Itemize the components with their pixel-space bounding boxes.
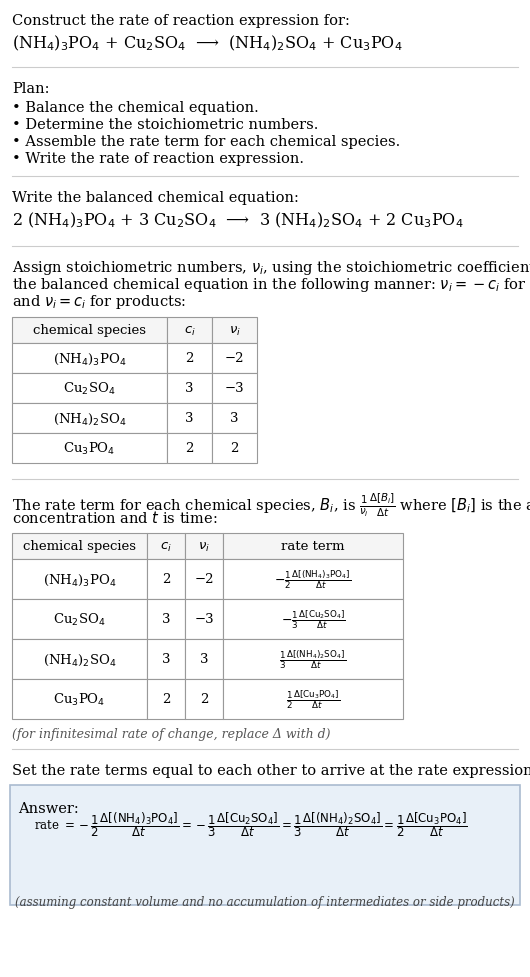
Bar <box>223 639 403 679</box>
Text: Answer:: Answer: <box>18 801 79 815</box>
Text: $\frac{1}{3}\frac{\Delta[(\mathrm{NH_4})_2\mathrm{SO_4}]}{\Delta t}$: $\frac{1}{3}\frac{\Delta[(\mathrm{NH_4})… <box>279 648 347 670</box>
Bar <box>12 639 147 679</box>
Bar <box>212 404 257 434</box>
Bar <box>185 599 223 639</box>
Text: 3: 3 <box>200 653 208 665</box>
Bar <box>212 344 257 373</box>
Text: 3: 3 <box>186 412 194 425</box>
Text: Plan:: Plan: <box>12 82 49 96</box>
Text: concentration and $t$ is time:: concentration and $t$ is time: <box>12 509 217 526</box>
Text: (NH$_4$)$_3$PO$_4$: (NH$_4$)$_3$PO$_4$ <box>43 572 116 587</box>
Text: • Write the rate of reaction expression.: • Write the rate of reaction expression. <box>12 151 304 166</box>
Text: 3: 3 <box>230 412 239 425</box>
Bar <box>12 560 147 599</box>
Bar <box>12 344 167 373</box>
Text: $-\frac{1}{2}\frac{\Delta[(\mathrm{NH_4})_3\mathrm{PO_4}]}{\Delta t}$: $-\frac{1}{2}\frac{\Delta[(\mathrm{NH_4}… <box>275 568 351 591</box>
Text: Cu$_2$SO$_4$: Cu$_2$SO$_4$ <box>54 612 105 627</box>
Text: 2 (NH$_4$)$_3$PO$_4$ + 3 Cu$_2$SO$_4$  ⟶  3 (NH$_4$)$_2$SO$_4$ + 2 Cu$_3$PO$_4$: 2 (NH$_4$)$_3$PO$_4$ + 3 Cu$_2$SO$_4$ ⟶ … <box>12 211 464 231</box>
Text: (NH$_4$)$_2$SO$_4$: (NH$_4$)$_2$SO$_4$ <box>52 411 126 426</box>
Bar <box>223 560 403 599</box>
Text: the balanced chemical equation in the following manner: $\nu_i = -c_i$ for react: the balanced chemical equation in the fo… <box>12 276 530 294</box>
Text: 3: 3 <box>162 653 170 665</box>
Bar <box>147 533 185 560</box>
Text: $c_i$: $c_i$ <box>160 540 172 553</box>
Bar <box>167 318 212 344</box>
Text: 2: 2 <box>186 352 193 365</box>
Bar <box>167 373 212 404</box>
Text: and $\nu_i = c_i$ for products:: and $\nu_i = c_i$ for products: <box>12 293 187 311</box>
Bar <box>147 679 185 719</box>
Text: Cu$_2$SO$_4$: Cu$_2$SO$_4$ <box>63 381 116 397</box>
Text: (for infinitesimal rate of change, replace Δ with d): (for infinitesimal rate of change, repla… <box>12 727 331 741</box>
Text: 2: 2 <box>162 693 170 705</box>
Bar <box>223 599 403 639</box>
Text: −2: −2 <box>225 352 244 365</box>
Text: 2: 2 <box>186 442 193 455</box>
Bar <box>12 679 147 719</box>
Text: $\nu_i$: $\nu_i$ <box>228 324 241 337</box>
Text: (assuming constant volume and no accumulation of intermediates or side products): (assuming constant volume and no accumul… <box>15 895 515 908</box>
Bar <box>185 560 223 599</box>
Text: chemical species: chemical species <box>23 540 136 553</box>
Bar <box>12 533 147 560</box>
Text: −3: −3 <box>194 613 214 626</box>
Bar <box>167 404 212 434</box>
Bar <box>12 599 147 639</box>
Text: (NH$_4$)$_2$SO$_4$: (NH$_4$)$_2$SO$_4$ <box>43 652 116 667</box>
Text: • Balance the chemical equation.: • Balance the chemical equation. <box>12 101 259 115</box>
Bar <box>212 434 257 463</box>
Text: (NH$_4$)$_3$PO$_4$: (NH$_4$)$_3$PO$_4$ <box>53 351 126 366</box>
Text: $c_i$: $c_i$ <box>183 324 196 337</box>
Bar <box>185 533 223 560</box>
Bar <box>12 404 167 434</box>
Bar <box>223 679 403 719</box>
Bar <box>185 679 223 719</box>
Text: rate term: rate term <box>281 540 344 553</box>
Text: chemical species: chemical species <box>33 324 146 337</box>
Bar <box>147 639 185 679</box>
Text: Construct the rate of reaction expression for:: Construct the rate of reaction expressio… <box>12 14 350 28</box>
Text: The rate term for each chemical species, $B_i$, is $\frac{1}{\nu_i}\frac{\Delta[: The rate term for each chemical species,… <box>12 491 530 519</box>
Text: Cu$_3$PO$_4$: Cu$_3$PO$_4$ <box>64 441 116 456</box>
Text: $-\frac{1}{3}\frac{\Delta[\mathrm{Cu_2SO_4}]}{\Delta t}$: $-\frac{1}{3}\frac{\Delta[\mathrm{Cu_2SO… <box>280 608 346 631</box>
Bar <box>12 434 167 463</box>
Bar <box>167 434 212 463</box>
Bar <box>12 318 167 344</box>
Text: Set the rate terms equal to each other to arrive at the rate expression:: Set the rate terms equal to each other t… <box>12 763 530 778</box>
Text: Cu$_3$PO$_4$: Cu$_3$PO$_4$ <box>54 692 105 707</box>
Text: −2: −2 <box>195 573 214 586</box>
Text: Assign stoichiometric numbers, $\nu_i$, using the stoichiometric coefficients, $: Assign stoichiometric numbers, $\nu_i$, … <box>12 259 530 276</box>
Text: −3: −3 <box>225 382 244 395</box>
Text: 3: 3 <box>162 613 170 626</box>
Bar <box>147 599 185 639</box>
Bar <box>167 344 212 373</box>
Text: 3: 3 <box>186 382 194 395</box>
Bar <box>185 639 223 679</box>
Bar <box>12 373 167 404</box>
Bar <box>212 318 257 344</box>
Bar <box>147 560 185 599</box>
Text: (NH$_4$)$_3$PO$_4$ + Cu$_2$SO$_4$  ⟶  (NH$_4$)$_2$SO$_4$ + Cu$_3$PO$_4$: (NH$_4$)$_3$PO$_4$ + Cu$_2$SO$_4$ ⟶ (NH$… <box>12 34 403 54</box>
Text: Write the balanced chemical equation:: Write the balanced chemical equation: <box>12 191 299 205</box>
Text: 2: 2 <box>162 573 170 586</box>
Text: • Determine the stoichiometric numbers.: • Determine the stoichiometric numbers. <box>12 118 319 132</box>
Bar <box>212 373 257 404</box>
Text: 2: 2 <box>200 693 208 705</box>
Text: • Assemble the rate term for each chemical species.: • Assemble the rate term for each chemic… <box>12 135 400 149</box>
Text: $\frac{1}{2}\frac{\Delta[\mathrm{Cu_3PO_4}]}{\Delta t}$: $\frac{1}{2}\frac{\Delta[\mathrm{Cu_3PO_… <box>286 688 340 710</box>
Bar <box>223 533 403 560</box>
Text: $\nu_i$: $\nu_i$ <box>198 540 210 553</box>
Text: 2: 2 <box>231 442 239 455</box>
Text: rate $= -\dfrac{1}{2}\dfrac{\Delta[(\mathrm{NH_4})_3\mathrm{PO_4}]}{\Delta t} = : rate $= -\dfrac{1}{2}\dfrac{\Delta[(\mat… <box>34 809 467 838</box>
Bar <box>10 786 520 905</box>
